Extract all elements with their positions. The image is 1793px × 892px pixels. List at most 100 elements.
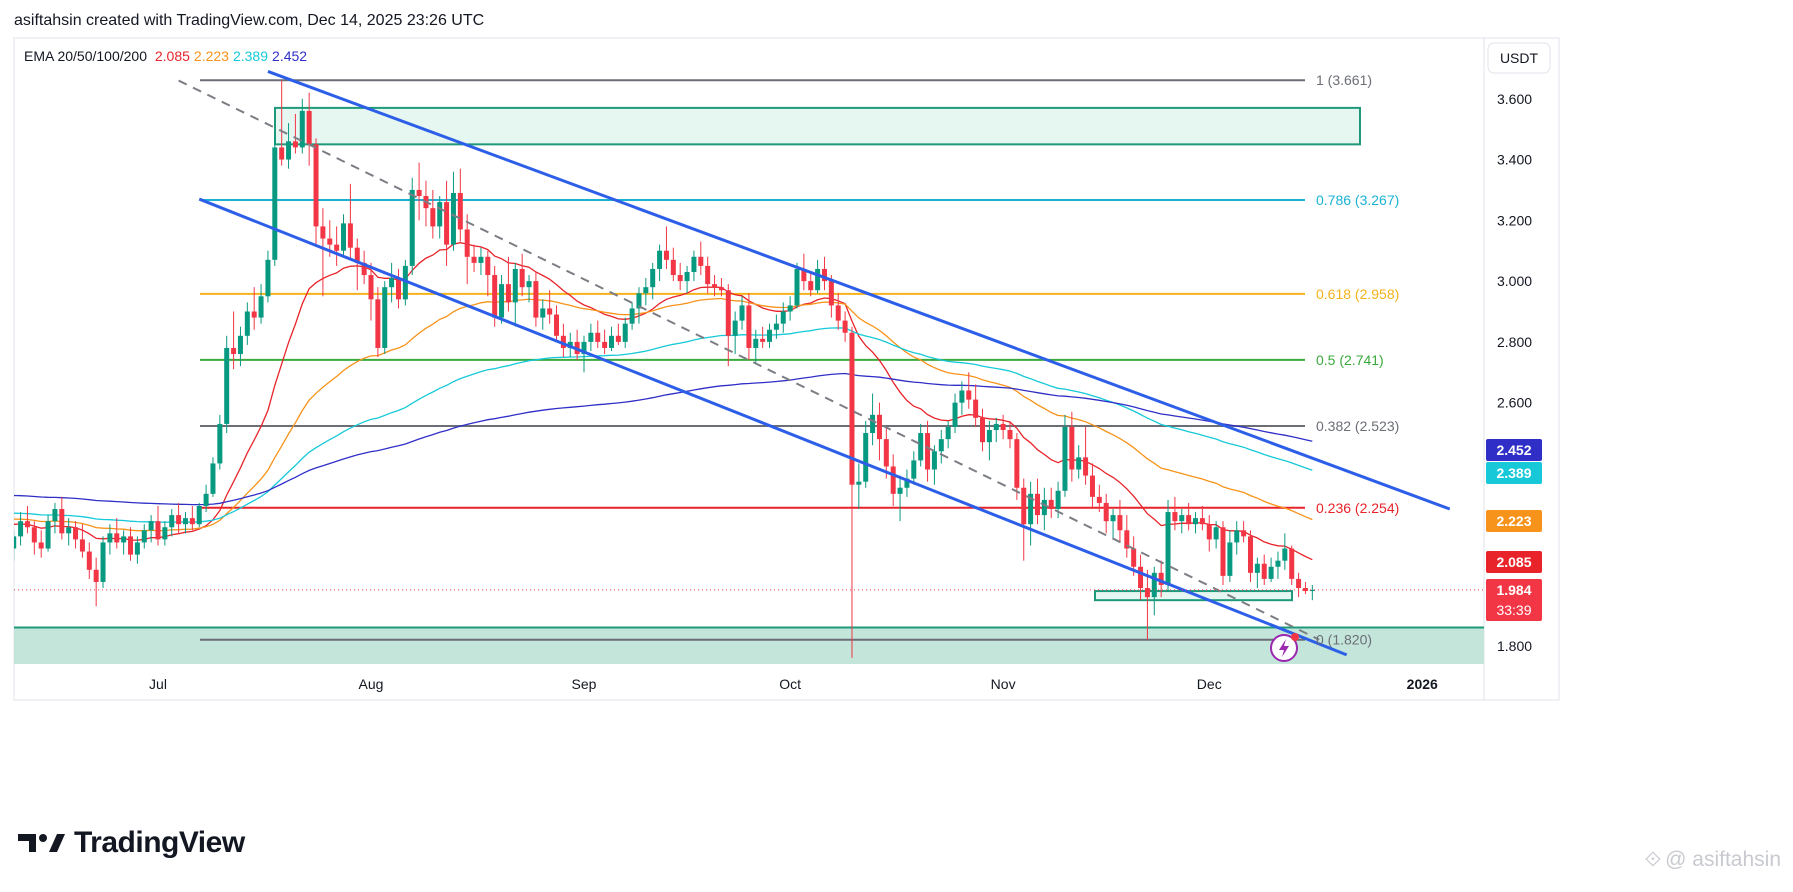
candle [79, 524, 85, 558]
candle [217, 414, 223, 470]
candle [155, 505, 161, 546]
price-badge: 2.223 [1486, 510, 1542, 532]
plot-area [4, 70, 1484, 664]
candle-body [4, 530, 9, 548]
y-tick-label: 3.000 [1497, 273, 1532, 289]
candle [334, 226, 340, 266]
candle-body [121, 536, 127, 543]
candle [203, 484, 209, 513]
candle [945, 420, 951, 449]
candle [952, 393, 958, 434]
candle-body [45, 521, 51, 549]
ema-legend-value: 2.452 [272, 48, 307, 64]
candle [560, 323, 566, 358]
candle-body [904, 478, 910, 488]
candle [1110, 509, 1116, 540]
candle [602, 329, 608, 355]
currency-button[interactable]: USDT [1487, 42, 1551, 74]
candle-body [753, 338, 759, 348]
fib-level-label: 1 (3.661) [1316, 72, 1372, 88]
x-tick-label: Aug [359, 676, 384, 692]
candle-body [643, 287, 649, 294]
candle [128, 527, 134, 561]
candle [341, 214, 347, 257]
candle [18, 512, 24, 546]
candle [650, 262, 656, 300]
candle-body [925, 433, 931, 470]
countdown-label: 33:39 [1496, 602, 1531, 618]
candle-body [395, 278, 401, 300]
candle [863, 420, 869, 488]
candle [107, 524, 113, 555]
candle-body [705, 265, 711, 285]
candle [1138, 554, 1144, 601]
candle-body [595, 332, 601, 342]
candle [1151, 566, 1157, 616]
chart-caption: asiftahsin created with TradingView.com,… [14, 12, 485, 29]
candle [244, 302, 250, 345]
candle [237, 326, 243, 367]
price-badge-label: 2.389 [1496, 465, 1531, 481]
candle [182, 512, 188, 534]
candle-body [650, 268, 656, 288]
candle-body [629, 308, 635, 324]
candle [1117, 499, 1123, 543]
candle-body [492, 275, 498, 318]
candle-body [86, 551, 92, 570]
candle-body [79, 539, 85, 552]
candle-body [1083, 457, 1089, 476]
candle [478, 247, 484, 276]
candle-body [560, 335, 566, 348]
candle-body [1186, 515, 1192, 525]
candle-body [217, 423, 223, 464]
candle [499, 275, 505, 324]
candle-body [1193, 518, 1199, 525]
tradingview-branding[interactable]: TradingView [16, 826, 245, 860]
candle-body [368, 275, 374, 300]
candle-body [279, 147, 285, 160]
demand-zone [14, 627, 1484, 664]
candle [588, 323, 594, 351]
candle [38, 530, 44, 558]
candle [849, 326, 855, 658]
candle-body [670, 259, 676, 276]
candle-body [966, 390, 972, 400]
candle [292, 113, 298, 154]
candle [1124, 515, 1130, 558]
price-badge: 1.984 33:39 [1486, 579, 1542, 621]
candle-body [134, 542, 140, 555]
candle [347, 183, 353, 260]
candle-body [389, 278, 395, 288]
candle [1289, 545, 1295, 585]
candle [52, 502, 58, 534]
candle-body [361, 262, 367, 276]
candle [471, 244, 477, 272]
price-badge-label: 2.223 [1496, 513, 1531, 529]
watermark-icon: ⟐ [1644, 848, 1662, 871]
candle [959, 381, 965, 415]
candle-body [725, 290, 731, 336]
candle-body [128, 536, 134, 555]
candle [416, 162, 422, 221]
y-tick-label: 3.400 [1497, 152, 1532, 168]
candle [457, 168, 463, 242]
fib-level-label: 0.236 (2.254) [1316, 500, 1399, 516]
candle [1296, 572, 1302, 598]
candle-body [210, 463, 216, 494]
candle [739, 296, 745, 330]
fib-level-label: 0.5 (2.741) [1316, 352, 1384, 368]
y-tick-label: 1.800 [1497, 638, 1532, 654]
candle [1275, 551, 1281, 579]
candle [14, 530, 17, 561]
candle-body [1089, 475, 1095, 497]
x-tick-label: Oct [779, 676, 801, 692]
candle-body [203, 493, 209, 506]
tradingview-logo-icon [18, 834, 65, 852]
candle [279, 80, 285, 166]
candle-body [1179, 515, 1185, 522]
fib-level-label: 0.786 (3.267) [1316, 192, 1399, 208]
candle [1041, 487, 1047, 531]
candle [938, 430, 944, 464]
candle [821, 256, 827, 291]
